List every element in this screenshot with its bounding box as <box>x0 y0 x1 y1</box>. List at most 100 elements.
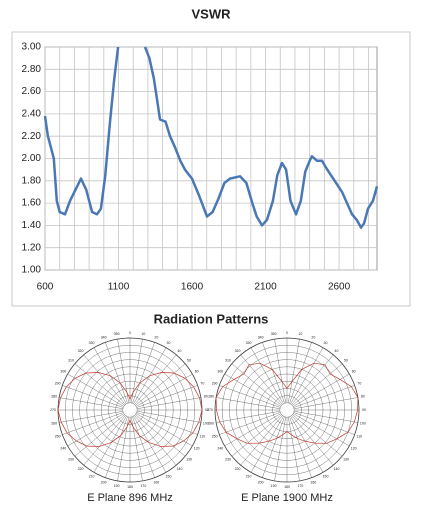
polar-spoke <box>290 416 324 473</box>
polar-spoke <box>292 363 343 406</box>
data-line <box>43 46 379 229</box>
polar-spoke <box>290 347 324 404</box>
polar-caption: E Plane 1900 MHz <box>241 492 333 504</box>
polar-spoke <box>136 373 193 407</box>
polar-spoke <box>134 415 177 466</box>
angle-label: 90 <box>362 408 366 412</box>
y-tick-label: 1.80 <box>22 175 42 186</box>
angle-label: 280 <box>51 395 57 399</box>
polar-spoke <box>62 412 124 435</box>
angle-label: 210 <box>89 475 95 479</box>
polar-spoke <box>224 413 281 447</box>
polar-spoke <box>83 415 126 466</box>
pattern-line <box>215 362 359 444</box>
angle-label: 260 <box>208 421 214 425</box>
angle-label: 240 <box>217 446 223 450</box>
angle-label: 350 <box>271 332 277 336</box>
angle-label: 280 <box>208 395 214 399</box>
angle-label: 50 <box>344 358 348 362</box>
polar-spoke <box>136 385 198 408</box>
angle-label: 120 <box>351 446 357 450</box>
polar-spoke <box>294 411 358 423</box>
angle-label: 320 <box>235 349 241 353</box>
y-tick-label: 2.00 <box>22 153 42 164</box>
y-tick-label: 1.00 <box>22 265 42 276</box>
polar-spoke <box>137 397 201 409</box>
polar-spoke <box>136 413 193 447</box>
angle-label: 340 <box>258 336 264 340</box>
y-tick-label: 2.60 <box>22 86 42 97</box>
polar-spoke <box>137 411 201 423</box>
angle-label: 40 <box>178 349 182 353</box>
angle-label: 80 <box>361 395 365 399</box>
section-title: Radiation Patterns <box>154 311 269 326</box>
angle-label: 300 <box>217 369 223 373</box>
angle-label: 270 <box>50 408 56 412</box>
angle-label: 200 <box>101 480 107 484</box>
angle-label: 350 <box>114 332 120 336</box>
y-tick-label: 2.80 <box>22 64 42 75</box>
polar-spoke <box>262 342 285 404</box>
polar-spoke <box>132 342 155 404</box>
angle-label: 110 <box>200 434 206 438</box>
angle-label: 70 <box>357 382 361 386</box>
polar-spoke <box>240 415 283 466</box>
polar-spoke <box>250 416 284 473</box>
angle-label: 40 <box>335 349 339 353</box>
angle-label: 60 <box>352 369 356 373</box>
x-tick-label: 600 <box>37 282 54 293</box>
angle-label: 130 <box>343 457 349 461</box>
x-tick-label: 2600 <box>328 282 351 293</box>
angle-label: 0 <box>129 331 131 335</box>
angle-label: 170 <box>140 484 146 488</box>
angle-label: 10 <box>298 332 302 336</box>
y-tick-label: 3.00 <box>22 42 42 53</box>
angle-label: 140 <box>177 467 183 471</box>
polar-spoke <box>216 397 280 409</box>
angle-label: 290 <box>55 382 61 386</box>
polar-spoke <box>292 414 343 457</box>
x-tick-label: 1100 <box>108 282 130 293</box>
polar-spoke <box>105 416 128 478</box>
angle-label: 50 <box>187 358 191 362</box>
polar-spoke <box>134 354 177 405</box>
polar-spoke <box>59 411 123 423</box>
polar-spoke <box>216 411 280 423</box>
angle-label: 60 <box>195 369 199 373</box>
polar-spoke <box>132 416 155 478</box>
polar-spoke <box>262 416 285 478</box>
angle-label: 160 <box>310 480 316 484</box>
angle-label: 260 <box>51 421 57 425</box>
angle-label: 140 <box>334 467 340 471</box>
y-tick-label: 1.60 <box>22 198 42 209</box>
angle-label: 170 <box>297 484 303 488</box>
polar-spoke <box>136 412 198 435</box>
angle-label: 220 <box>235 467 241 471</box>
polar-spoke <box>240 354 283 405</box>
angle-label: 270 <box>207 408 213 412</box>
angle-label: 240 <box>60 446 66 450</box>
angle-label: 160 <box>153 480 159 484</box>
angle-label: 80 <box>204 395 208 399</box>
angle-label: 330 <box>246 341 252 345</box>
angle-label: 320 <box>78 349 84 353</box>
polar-spoke <box>231 414 282 457</box>
angle-label: 70 <box>200 382 204 386</box>
angle-label: 30 <box>167 341 171 345</box>
polar-spoke <box>291 415 334 466</box>
x-tick-label: 2100 <box>254 282 277 293</box>
angle-label: 220 <box>78 467 84 471</box>
polar-spoke <box>105 342 128 404</box>
polar-spoke <box>289 342 312 404</box>
angle-label: 290 <box>212 382 218 386</box>
chart-title: VSWR <box>192 6 232 21</box>
angle-label: 330 <box>89 341 95 345</box>
angle-label: 250 <box>212 434 218 438</box>
polar-spoke <box>293 412 355 435</box>
polar-spoke <box>231 363 282 406</box>
angle-label: 310 <box>68 358 74 362</box>
polar-spoke <box>219 412 281 435</box>
polar-spoke <box>293 413 350 447</box>
polar-spoke <box>74 414 125 457</box>
